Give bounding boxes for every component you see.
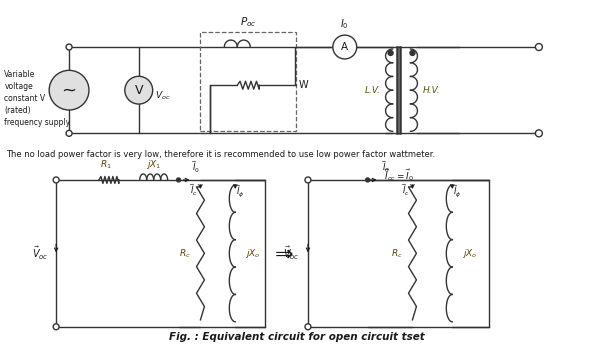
Text: $P_{oc}$: $P_{oc}$ — [240, 15, 257, 29]
Text: $V_{oc}$: $V_{oc}$ — [155, 90, 170, 102]
Text: ~: ~ — [61, 81, 76, 99]
Text: H.V.: H.V. — [423, 86, 440, 95]
Text: The no load power factor is very low, therefore it is recommended to use low pow: The no load power factor is very low, th… — [7, 150, 435, 159]
Circle shape — [410, 50, 415, 55]
Circle shape — [53, 177, 59, 183]
Text: $jX_1$: $jX_1$ — [146, 158, 161, 171]
Text: $\Rightarrow$: $\Rightarrow$ — [270, 243, 294, 263]
Circle shape — [305, 324, 311, 330]
Text: $I_0$: $I_0$ — [340, 17, 349, 31]
Circle shape — [333, 35, 357, 59]
Text: $\vec{I}_{oc} = \vec{I}_0$: $\vec{I}_{oc} = \vec{I}_0$ — [383, 167, 414, 183]
Text: Variable
voltage
constant V
(rated)
frequency supply: Variable voltage constant V (rated) freq… — [4, 70, 70, 127]
Circle shape — [536, 44, 542, 50]
Text: $\vec{I}_0$: $\vec{I}_0$ — [192, 160, 201, 175]
Circle shape — [177, 178, 180, 182]
Text: $\vec{I}_c$: $\vec{I}_c$ — [402, 183, 411, 198]
Text: Fig. : Equivalent circuit for open circuit tset: Fig. : Equivalent circuit for open circu… — [169, 332, 425, 342]
Circle shape — [49, 70, 89, 110]
Text: $jX_o$: $jX_o$ — [462, 247, 478, 260]
Circle shape — [53, 324, 59, 330]
Circle shape — [66, 44, 72, 50]
Text: A: A — [341, 42, 348, 52]
Text: $\vec{I}_0$: $\vec{I}_0$ — [381, 160, 390, 175]
Text: V: V — [134, 84, 143, 97]
Circle shape — [66, 130, 72, 136]
Circle shape — [536, 130, 542, 137]
Text: $\vec{I}_\phi$: $\vec{I}_\phi$ — [453, 183, 462, 199]
Text: $jX_o$: $jX_o$ — [245, 247, 260, 260]
Circle shape — [366, 178, 370, 182]
Text: $\vec{V}_{oc}$: $\vec{V}_{oc}$ — [32, 245, 48, 262]
Text: $R_c$: $R_c$ — [179, 247, 190, 260]
Bar — [201, 32, 296, 131]
Text: W: W — [299, 80, 309, 90]
Text: $\vec{I}_\phi$: $\vec{I}_\phi$ — [236, 183, 245, 199]
Text: $\vec{V}_{oc}$: $\vec{V}_{oc}$ — [284, 245, 300, 262]
Text: $\vec{I}_c$: $\vec{I}_c$ — [190, 183, 198, 198]
Text: L.V.: L.V. — [365, 86, 381, 95]
Circle shape — [388, 50, 393, 55]
Text: $R_c$: $R_c$ — [391, 247, 402, 260]
Circle shape — [305, 177, 311, 183]
Text: $R_1$: $R_1$ — [100, 159, 112, 171]
Circle shape — [125, 76, 153, 104]
